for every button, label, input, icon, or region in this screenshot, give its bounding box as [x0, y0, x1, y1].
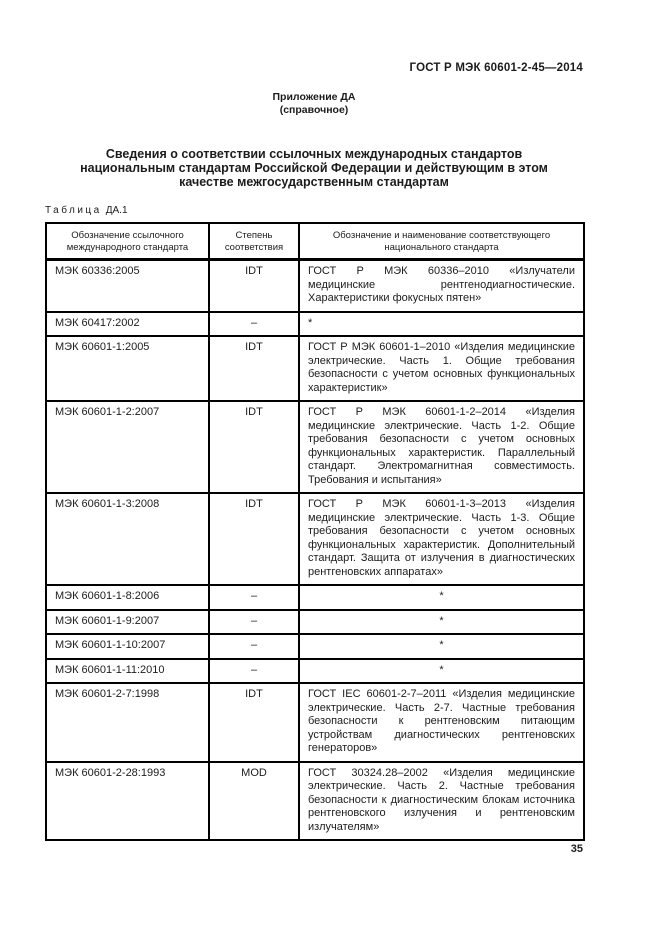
table-caption: Таблица ДА.1: [45, 205, 583, 216]
reference-standard-cell: МЭК 60336:2005: [45, 258, 210, 313]
table-row: МЭК 60336:2005 IDT ГОСТ Р МЭК 60336–2010 «…: [45, 258, 585, 313]
national-standard-cell: ГОСТ Р МЭК 60601-1-3–2013 «Изделия медиц…: [298, 492, 585, 587]
national-standard-cell: *: [298, 633, 585, 660]
table-header: Обозначение ссылочного международного ст…: [45, 222, 585, 262]
column-header-reference-standard: Обозначение ссылочного международного ст…: [45, 222, 210, 262]
page-content: ГОСТ Р МЭК 60601-2-45—2014 Приложение ДА…: [45, 0, 585, 855]
degree-cell: IDT: [208, 335, 300, 403]
page-title: Сведения о соответствии ссылочных междун…: [45, 147, 583, 189]
table-row: МЭК 60601-1:2005 IDT ГОСТ Р МЭК 60601-1–20…: [45, 335, 585, 403]
national-standard-cell: *: [298, 584, 585, 611]
table-row: МЭК 60601-2-7:1998 IDT ГОСТ IEC 60601-2-7–…: [45, 682, 585, 763]
table-row: МЭК 60601-1-2:2007 IDT ГОСТ Р МЭК 60601-1-…: [45, 400, 585, 495]
title-line: качестве межгосударственным стандартам: [179, 174, 449, 189]
degree-cell: –: [208, 310, 300, 338]
table-row: МЭК 60601-1-10:2007– *: [45, 633, 585, 660]
table-row: МЭК 60601-2-28:1993 MOD ГОСТ 30324.28–2002…: [45, 760, 585, 842]
table-caption-number: ДА.1: [105, 205, 128, 217]
degree-cell: –: [208, 584, 300, 611]
table-row: МЭК 60417:2002– *: [45, 310, 585, 338]
reference-standard-cell: МЭК 60601-1-3:2008: [45, 492, 210, 587]
reference-standard-cell: МЭК 60601-1-2:2007: [45, 400, 210, 495]
table-header-row: Обозначение ссылочного международного ст…: [45, 222, 585, 262]
reference-standard-cell: МЭК 60601-1-8:2006: [45, 584, 210, 611]
annex-heading: Приложение ДА (справочное): [45, 91, 583, 116]
table-row: МЭК 60601-1-11:2010– *: [45, 657, 585, 685]
table-row: МЭК 60601-1-9:2007– *: [45, 608, 585, 636]
reference-standard-cell: МЭК 60601-2-7:1998: [45, 682, 210, 763]
reference-standard-cell: МЭК 60601-2-28:1993: [45, 760, 210, 842]
national-standard-cell: ГОСТ Р МЭК 60601-1–2010 «Изделия медицин…: [298, 335, 585, 403]
national-standard-cell: *: [298, 657, 585, 685]
degree-cell: –: [208, 657, 300, 685]
title-line: Сведения о соответствии ссылочных междун…: [105, 147, 523, 161]
reference-standard-cell: МЭК 60417:2002: [45, 310, 210, 338]
table-body: МЭК 60336:2005 IDT ГОСТ Р МЭК 60336–2010 «…: [45, 258, 585, 842]
national-standard-cell: ГОСТ IEC 60601-2-7–2011 «Изделия медицин…: [298, 682, 585, 763]
annex-type: (справочное): [279, 103, 349, 116]
national-standard-cell: *: [298, 310, 585, 338]
reference-standard-cell: МЭК 60601-1:2005: [45, 335, 210, 403]
title-line: национальным стандартам Российской Федер…: [80, 160, 548, 175]
annex-name: Приложение ДА: [272, 91, 356, 103]
table-row: МЭК 60601-1-8:2006– *: [45, 584, 585, 611]
degree-cell: –: [208, 608, 300, 636]
national-standard-cell: ГОСТ 30324.28–2002 «Изделия медицинские …: [298, 760, 585, 842]
national-standard-cell: ГОСТ Р МЭК 60601-1-2–2014 «Изделия медиц…: [298, 400, 585, 495]
reference-standard-cell: МЭК 60601-1-10:2007: [45, 633, 210, 660]
reference-standard-cell: МЭК 60601-1-11:2010: [45, 657, 210, 685]
national-standard-cell: *: [298, 608, 585, 636]
table-row: МЭК 60601-1-3:2008 IDT ГОСТ Р МЭК 60601-1-…: [45, 492, 585, 587]
national-standard-cell: ГОСТ Р МЭК 60336–2010 «Излучатели медици…: [298, 258, 585, 313]
column-header-degree: Степень соответствия: [208, 222, 300, 262]
page-number: 35: [570, 843, 583, 855]
column-header-national-standard: Обозначение и наименование соответствующ…: [298, 222, 585, 262]
degree-cell: MOD: [208, 760, 300, 842]
degree-cell: –: [208, 633, 300, 660]
standard-code-header: ГОСТ Р МЭК 60601-2-45—2014: [409, 62, 583, 74]
degree-cell: IDT: [208, 682, 300, 763]
degree-cell: IDT: [208, 492, 300, 587]
reference-standard-cell: МЭК 60601-1-9:2007: [45, 608, 210, 636]
degree-cell: IDT: [208, 400, 300, 495]
table-caption-label: Таблица: [45, 205, 102, 217]
correspondence-table: Обозначение ссылочного международного ст…: [45, 222, 585, 842]
degree-cell: IDT: [208, 258, 300, 313]
